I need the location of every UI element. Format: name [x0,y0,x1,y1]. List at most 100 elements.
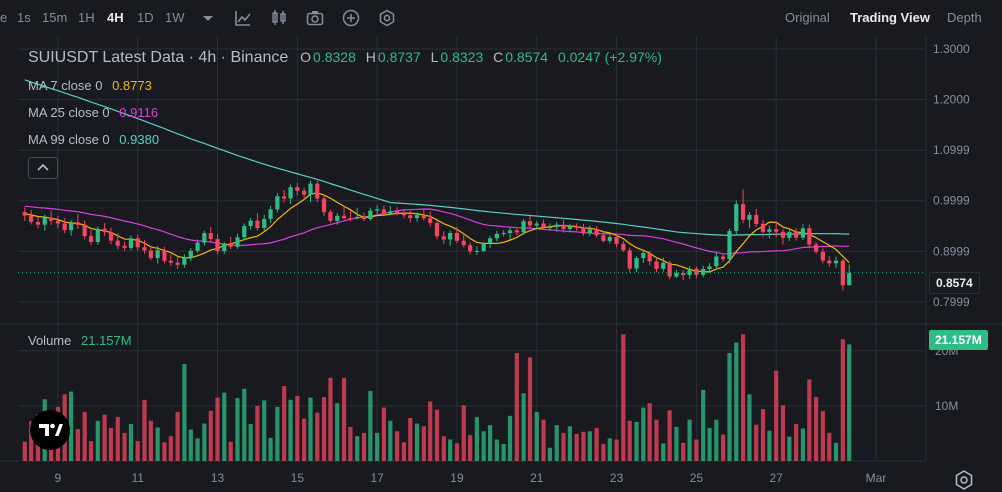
volume-bar [813,397,819,461]
candle-body [335,215,340,221]
ohlc-legend: SUIUSDT Latest Data · 4h · Binance O 0.83… [28,49,664,67]
candle-body [827,260,832,264]
candle-body [714,256,719,267]
price-chart[interactable]: 1.3000 1.2000 1.0999 0.9999 0.8999 0.7999 9 11 1… [0,36,1002,492]
candle-body [401,213,406,216]
candle-body [647,253,652,262]
volume-bar [687,419,692,461]
timeframe-15m[interactable]: 15m [42,10,68,25]
timeframe-1d[interactable]: 1D [137,10,154,25]
volume-bar [148,420,153,461]
candle-body [302,190,307,195]
timeframe-1h[interactable]: 1H [78,10,95,25]
volume-bar [554,425,559,461]
candle-body [228,243,233,247]
candle-body [275,196,280,210]
price-tick-label: 0.9999 [933,194,970,208]
volume-bar [381,407,387,461]
ma25-legend[interactable]: MA 25 close 0 0.9116 [28,105,158,120]
volume-bar [321,397,327,461]
ma7-label: MA 7 close 0 [28,78,103,93]
volume-bar [95,420,100,461]
ma99-legend[interactable]: MA 99 close 0 0.9380 [28,132,159,147]
volume-value: 21.157M [81,333,132,348]
volume-bar [507,415,513,461]
screenshot-icon[interactable] [305,8,325,28]
volume-bar [348,426,353,461]
timeframe-4h[interactable]: 4H [107,10,124,25]
candle-body [521,221,526,233]
timeframe-1w[interactable]: 1W [165,10,185,25]
volume-bar [454,443,460,461]
candle-body [441,236,446,240]
volume-bar [288,399,293,461]
volume-bar [661,443,666,461]
candlestick-chart[interactable]: 1.3000 1.2000 1.0999 0.9999 0.8999 0.7999 9 11 1… [0,36,1002,492]
candle-body [321,198,327,213]
volume-bar [29,421,34,461]
volume-bar [102,414,107,461]
timeframe-e[interactable]: e [0,10,8,25]
volume-bar [534,411,539,461]
candle-body [235,237,240,247]
add-icon[interactable] [341,8,361,28]
volume-bar [833,442,839,461]
timeframe-1s[interactable]: 1s [17,10,31,25]
ma25-value: 0.9116 [119,105,159,120]
candle-body [707,266,712,270]
volume-bar [394,431,400,461]
tradingview-logo[interactable] [30,410,70,450]
volume-bar [754,424,759,461]
volume-bar [162,442,167,461]
candle-body [368,210,373,220]
ma99-label: MA 99 close 0 [28,132,110,147]
change-value: 0.0247 (+2.97%) [557,49,662,65]
candle-body [754,214,759,224]
candle-body [607,236,612,241]
candle-body [721,256,726,260]
volume-bar [747,394,752,461]
volume-bar [634,421,639,461]
volume-bar [142,399,147,461]
candle-body [428,218,433,224]
indicator-icon[interactable] [233,8,253,28]
chevron-up-icon [37,163,49,171]
view-depth[interactable]: Depth [947,10,982,25]
candle-body [734,204,739,231]
volume-bar [581,431,586,461]
chart-settings-icon[interactable] [952,468,976,492]
volume-bar [607,438,612,461]
view-trading-view[interactable]: Trading View [850,10,930,25]
candle-body [408,215,413,219]
volume-bar [740,334,746,461]
settings-icon[interactable] [377,8,397,28]
candle-body [308,183,313,195]
volume-bar [208,410,213,461]
candle-body [774,229,779,232]
candle-body [574,226,579,228]
volume-bar [501,443,506,461]
candle-body [394,211,400,214]
volume-bar [840,339,845,461]
volume-bar [408,418,413,461]
candle-body [747,214,752,220]
volume-bar [774,370,779,461]
chevron-down-icon[interactable] [198,8,218,28]
volume-bar [228,441,233,461]
candle-type-icon[interactable] [269,8,289,28]
volume-bar [727,353,732,461]
candle-body [162,250,167,261]
view-original[interactable]: Original [785,10,830,25]
volume-bar [82,411,87,461]
candle-body [594,229,599,236]
candle-body [148,250,153,259]
volume-bar [787,436,792,461]
ma7-value: 0.8773 [112,78,152,93]
collapse-legend-button[interactable] [28,157,58,179]
date-tick-label: 25 [690,471,704,485]
candle-body [501,233,506,235]
candle-body [388,211,393,214]
volume-bar [375,432,380,461]
ma7-legend[interactable]: MA 7 close 0 0.8773 [28,78,152,93]
volume-bar [654,419,659,461]
